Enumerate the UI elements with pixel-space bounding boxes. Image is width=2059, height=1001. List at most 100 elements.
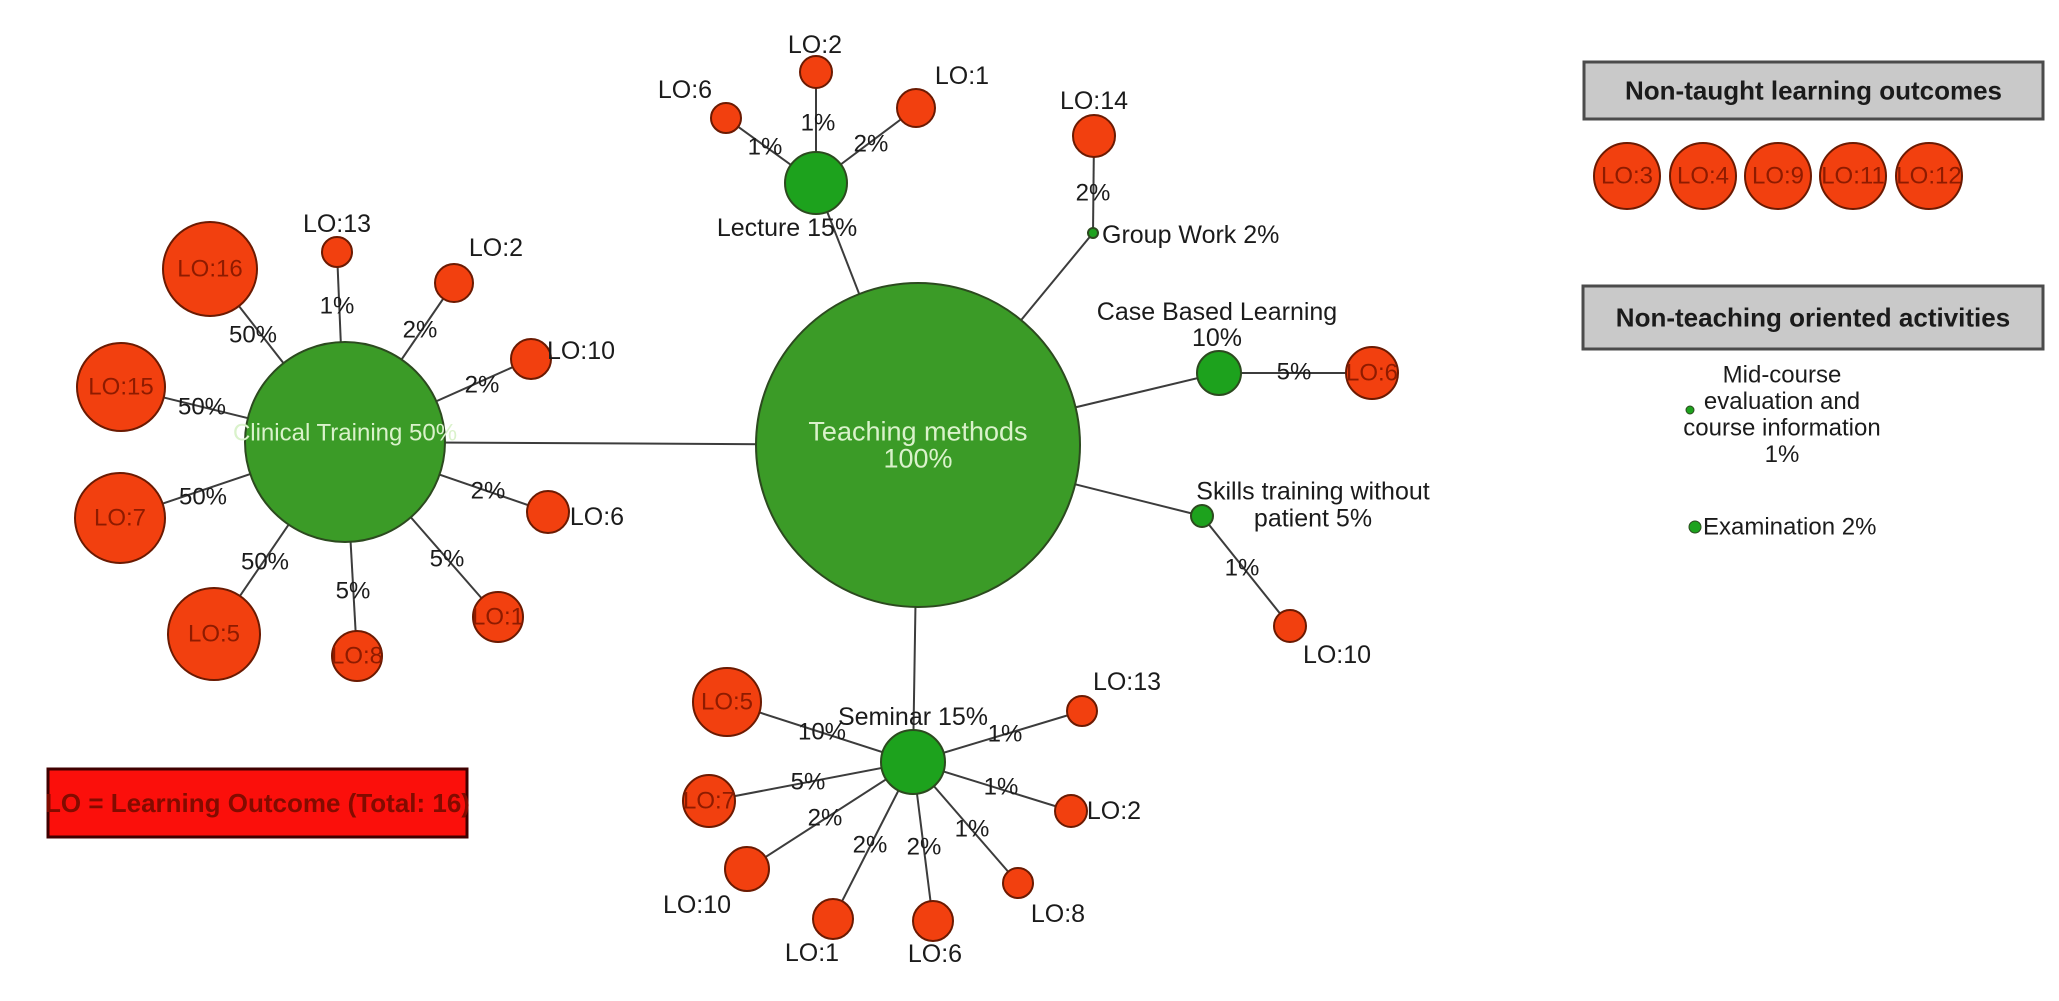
node-sem_lo7 xyxy=(682,774,736,828)
node-label-cl_lo10: LO:10 xyxy=(547,337,615,365)
edge-label-clinical-cl_lo5: 50% xyxy=(241,549,289,576)
node-cl_lo6 xyxy=(526,490,570,534)
node-label-cl_lo2: LO:2 xyxy=(469,234,523,262)
edge-label-clinical-cl_lo13: 1% xyxy=(320,293,355,320)
lo-definition-box xyxy=(46,767,469,839)
edge-label-groupwork-gw_lo14: 2% xyxy=(1076,180,1111,207)
edge-label-clinical-cl_lo1: 5% xyxy=(430,546,465,573)
node-label-lec_lo2: LO:2 xyxy=(788,31,842,59)
edge-label-seminar-sem_lo7: 5% xyxy=(791,769,826,796)
node-label-cl_lo16: LO:16 xyxy=(177,256,242,283)
legend-circle-1 xyxy=(1593,142,1661,210)
node-cbl_lo6 xyxy=(1345,346,1399,400)
node-label-lec_lo1: LO:1 xyxy=(935,62,989,90)
node-skills xyxy=(1190,504,1214,528)
edge-label-seminar-sem_lo1: 2% xyxy=(853,832,888,859)
node-label-sem_lo6: LO:6 xyxy=(908,940,962,968)
node-label-lecture: Lecture 15% xyxy=(717,214,857,242)
node-label-cbl: Case Based Learning 10% xyxy=(1097,298,1337,352)
node-seminar xyxy=(880,729,946,795)
node-cl_lo5 xyxy=(167,587,261,681)
node-sem_lo8 xyxy=(1002,867,1034,899)
legend-non-teaching-box xyxy=(1581,284,2045,351)
edge-label-clinical-cl_lo7: 50% xyxy=(179,484,227,511)
edge-seminar-sem_lo7 xyxy=(708,761,914,802)
mid-course-line-3: course information xyxy=(1683,415,1880,442)
node-teaching xyxy=(755,282,1081,608)
node-label-groupwork: Group Work 2% xyxy=(1102,221,1279,249)
edge-label-clinical-cl_lo6: 2% xyxy=(471,478,506,505)
node-sem_lo2 xyxy=(1054,794,1088,828)
examination-dot xyxy=(1688,520,1702,534)
node-label-sem_lo7: LO:7 xyxy=(683,788,735,815)
node-lec_lo1 xyxy=(896,88,936,128)
node-cl_lo16 xyxy=(162,221,258,317)
edge-label-seminar-sem_lo13: 1% xyxy=(988,721,1023,748)
edge-label-seminar-sem_lo8: 1% xyxy=(955,816,990,843)
node-label-sem_lo5: LO:5 xyxy=(701,689,753,716)
node-label-cl_lo8: LO:8 xyxy=(331,643,383,670)
edge-label-lecture-lec_lo1: 2% xyxy=(854,131,889,158)
legend-circle-label-2: LO:4 xyxy=(1677,163,1729,190)
node-cl_lo2 xyxy=(434,263,474,303)
node-lec_lo2 xyxy=(799,55,833,89)
edge-label-lecture-lec_lo2: 1% xyxy=(801,110,836,137)
node-label-seminar: Seminar 15% xyxy=(838,703,988,731)
edge-label-seminar-sem_lo6: 2% xyxy=(907,834,942,861)
node-label-gw_lo14: LO:14 xyxy=(1060,87,1128,115)
legend-circle-2 xyxy=(1669,142,1737,210)
node-sem_lo13 xyxy=(1066,695,1098,727)
edge-label-seminar-sem_lo2: 1% xyxy=(984,774,1019,801)
node-label-clinical: Clinical Training 50% xyxy=(233,420,457,447)
mid-course-line-1: Mid-course xyxy=(1723,362,1842,389)
node-cl_lo7 xyxy=(74,472,166,564)
node-label-cl_lo5: LO:5 xyxy=(188,621,240,648)
legend-circle-label-3: LO:9 xyxy=(1752,163,1804,190)
node-label-skills: Skills training without patient 5% xyxy=(1196,478,1429,533)
node-groupwork xyxy=(1087,227,1099,239)
node-label-cl_lo7: LO:7 xyxy=(94,505,146,532)
legend-circle-5 xyxy=(1895,142,1963,210)
node-cl_lo13 xyxy=(321,236,353,268)
node-cl_lo8 xyxy=(331,630,383,682)
node-label-sem_lo8: LO:8 xyxy=(1031,900,1085,928)
node-cl_lo10 xyxy=(510,338,552,380)
edge-skills-sk_lo10 xyxy=(1201,515,1291,627)
node-label-sem_lo13: LO:13 xyxy=(1093,668,1161,696)
node-sem_lo5 xyxy=(692,667,762,737)
node-label-cl_lo15: LO:15 xyxy=(88,374,153,401)
edge-label-seminar-sem_lo10: 2% xyxy=(808,805,843,832)
legend-circle-4 xyxy=(1819,142,1887,210)
edge-label-clinical-cl_lo8: 5% xyxy=(336,578,371,605)
legend-non-teaching-title: Non-teaching oriented activities xyxy=(1616,303,2010,333)
legend-circle-label-1: LO:3 xyxy=(1601,163,1653,190)
node-label-cl_lo6: LO:6 xyxy=(570,503,624,531)
edge-label-skills-sk_lo10: 1% xyxy=(1225,555,1260,582)
node-label-lec_lo6: LO:6 xyxy=(658,76,712,104)
edge-label-cbl-cbl_lo6: 5% xyxy=(1277,359,1312,386)
legend-non-taught-title: Non-taught learning outcomes xyxy=(1625,76,2002,106)
node-cbl xyxy=(1196,350,1242,396)
examination-label: Examination 2% xyxy=(1703,514,1876,541)
node-label-sem_lo2: LO:2 xyxy=(1087,797,1141,825)
node-lec_lo6 xyxy=(710,102,742,134)
node-sem_lo1 xyxy=(812,898,854,940)
edge-label-clinical-cl_lo16: 50% xyxy=(229,322,277,349)
node-label-cl_lo1: LO:1 xyxy=(472,604,524,631)
node-gw_lo14 xyxy=(1072,114,1116,158)
mid-course-line-4: 1% xyxy=(1765,441,1800,468)
legend-circle-label-5: LO:12 xyxy=(1896,163,1961,190)
node-sem_lo10 xyxy=(724,846,770,892)
node-label-sem_lo10: LO:10 xyxy=(663,891,731,919)
legend-circle-3 xyxy=(1744,142,1812,210)
node-label-cl_lo13: LO:13 xyxy=(303,210,371,238)
node-cl_lo1 xyxy=(472,591,524,643)
node-clinical xyxy=(244,341,446,543)
lo-definition-text: LO = Learning Outcome (Total: 16) xyxy=(45,788,470,818)
node-label-teaching: Teaching methods 100% xyxy=(808,417,1027,474)
node-label-sk_lo10: LO:10 xyxy=(1303,641,1371,669)
mid-course-line-2: evaluation and xyxy=(1704,388,1860,415)
node-label-cbl_lo6: LO:6 xyxy=(1346,360,1398,387)
node-sem_lo6 xyxy=(912,900,954,942)
